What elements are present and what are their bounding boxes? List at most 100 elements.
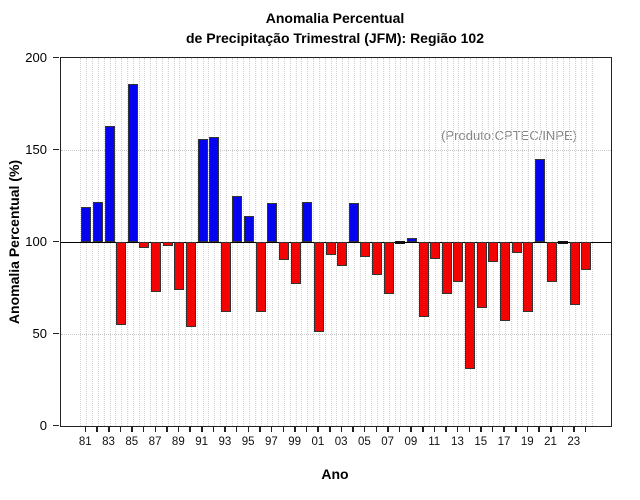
bar-1986 (139, 242, 150, 248)
x-axis-tick (189, 427, 191, 432)
x-tick-label: 23 (567, 436, 581, 448)
chart-title-line2: de Precipitação Trimestral (JFM): Região… (186, 30, 484, 46)
source-annotation: (Produto:CPTEC/INPE) (441, 128, 577, 143)
bar-1984 (116, 242, 127, 325)
x-tick-label: 91 (195, 436, 208, 448)
x-axis-tick (96, 427, 98, 432)
bar-2020 (534, 159, 545, 242)
x-axis-tick (317, 427, 319, 432)
bar-1991 (197, 138, 208, 242)
bar-2001 (313, 242, 324, 333)
x-axis-tick (491, 427, 494, 432)
bar-2017 (499, 242, 510, 322)
y-tick-label: 0 (39, 417, 47, 433)
bar-1982 (92, 201, 103, 242)
x-axis-tick (538, 427, 540, 432)
x-tick-label: 03 (334, 436, 348, 448)
bar-2012 (441, 242, 452, 294)
bar-1999 (290, 242, 301, 285)
bar-2011 (430, 242, 441, 259)
x-tick-label: 95 (241, 436, 255, 448)
x-axis-tick (294, 427, 296, 432)
bar-2005 (360, 242, 371, 257)
x-axis-tick (84, 427, 87, 432)
x-axis-tick (201, 427, 203, 432)
y-axis-tick (53, 332, 59, 334)
x-tick-label: 21 (544, 436, 557, 448)
x-axis-tick (282, 427, 284, 432)
x-tick-label: 87 (148, 436, 162, 448)
x-axis-tick (166, 427, 168, 432)
x-axis-tick (363, 427, 366, 432)
x-axis-tick (410, 427, 412, 432)
x-tick-label: 15 (474, 436, 488, 448)
x-tick-label: 93 (218, 436, 232, 448)
bar-1996 (255, 242, 266, 312)
y-tick-label: 100 (25, 233, 47, 249)
x-tick-label: 13 (451, 436, 464, 448)
chart-title-line1: Anomalia Percentual (265, 10, 405, 26)
x-axis-tick (503, 427, 505, 432)
x-axis-tick (561, 427, 564, 432)
x-tick-label: 17 (497, 436, 511, 448)
x-axis-tick (177, 427, 180, 432)
x-axis-tick (235, 427, 238, 432)
bar-2015 (476, 242, 487, 309)
x-tick-label: 07 (381, 436, 395, 448)
x-axis-tick (340, 427, 343, 432)
x-axis-tick (584, 427, 587, 432)
bar-1998 (279, 242, 289, 261)
horizontal-gridline (61, 150, 611, 151)
bar-1997 (267, 203, 278, 242)
x-tick-label: 01 (311, 436, 325, 448)
bar-2009 (406, 238, 417, 242)
x-tick-label: 09 (404, 436, 418, 448)
x-axis-tick (270, 427, 273, 432)
x-axis-tick (352, 427, 354, 432)
plot-area: (Produto:CPTEC/INPE) (60, 57, 612, 427)
bar-1987 (151, 242, 162, 292)
x-tick-label: 05 (358, 436, 371, 448)
x-axis-tick (224, 427, 226, 432)
x-axis-tick (526, 427, 529, 432)
bar-1992 (209, 137, 220, 242)
x-axis-tick (247, 427, 250, 432)
x-tick-label: 99 (288, 436, 302, 448)
x-axis-tick (468, 427, 471, 432)
y-tick-label: 200 (25, 49, 47, 65)
x-axis-tick (445, 427, 447, 432)
bar-2018 (511, 242, 522, 254)
x-axis-tick (329, 427, 331, 432)
bar-2021 (546, 242, 557, 283)
bar-1994 (232, 196, 243, 242)
bar-2008 (395, 241, 406, 244)
y-axis-tick (53, 148, 59, 150)
bar-2013 (453, 242, 464, 283)
x-axis-tick (480, 427, 482, 432)
bar-2003 (337, 242, 348, 266)
x-axis-tick (550, 427, 552, 432)
bar-2006 (372, 242, 383, 276)
y-axis-tick (53, 424, 59, 426)
bar-1993 (220, 242, 231, 312)
bar-1990 (185, 242, 196, 327)
y-tick-label: 50 (32, 325, 47, 341)
bar-2016 (488, 242, 499, 263)
x-axis-tick (375, 427, 378, 432)
x-axis-tick (259, 427, 261, 432)
bar-2000 (302, 201, 313, 242)
horizontal-gridline (61, 334, 611, 335)
x-axis-title: Ano (321, 466, 349, 482)
x-axis-tick (573, 427, 575, 432)
bar-2023 (569, 242, 580, 305)
x-tick-label: 85 (125, 436, 139, 448)
x-tick-label: 83 (102, 436, 115, 448)
x-axis-tick (212, 427, 215, 432)
bar-1989 (174, 242, 185, 290)
x-axis-tick (154, 427, 157, 432)
bar-1985 (127, 83, 138, 242)
bar-2019 (523, 242, 534, 312)
bar-2024 (581, 242, 592, 270)
bar-2010 (418, 242, 429, 318)
